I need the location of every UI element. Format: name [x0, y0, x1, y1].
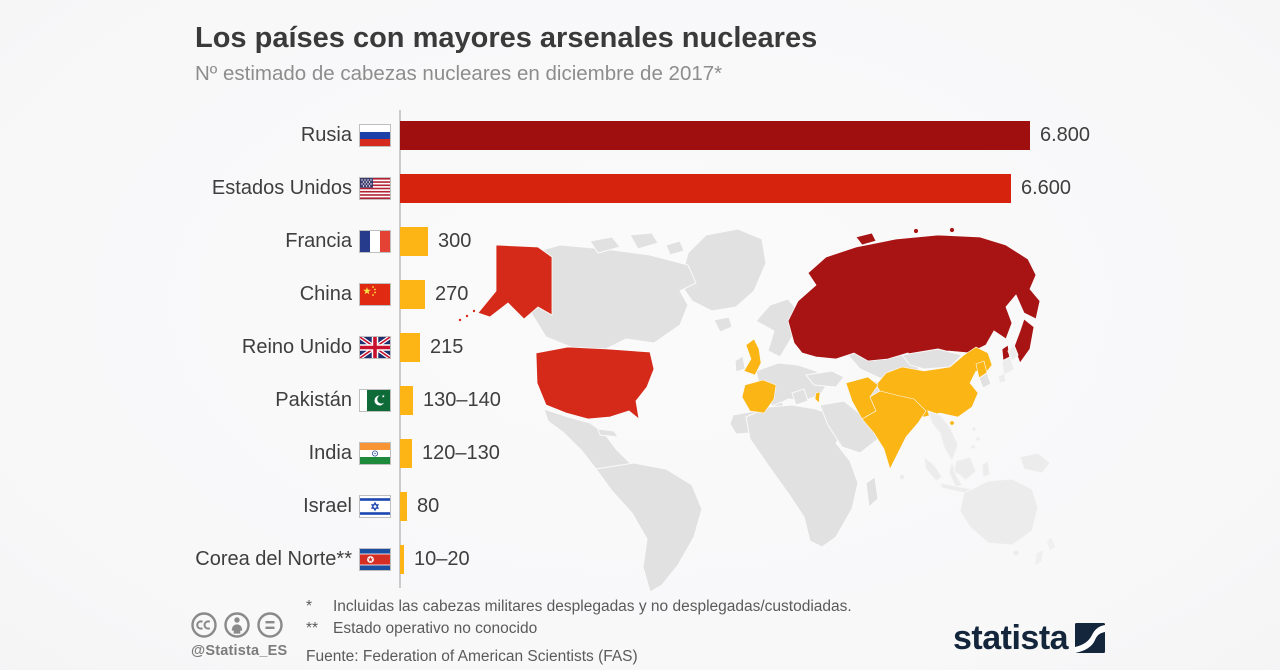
map-russia — [787, 227, 1041, 372]
value-label: 120–130 — [422, 442, 500, 464]
creative-commons-icons — [191, 612, 283, 638]
chart-row: India 120–130 — [0, 427, 1280, 480]
value-bar — [400, 333, 420, 362]
statista-logo: statista — [953, 619, 1106, 657]
flag-russia-icon — [360, 125, 390, 146]
value-label: 10–20 — [414, 548, 470, 570]
value-label: 130–140 — [423, 389, 501, 411]
flag-north-korea-icon — [360, 549, 390, 570]
country-label: Francia — [285, 230, 352, 252]
value-bar — [400, 386, 413, 415]
footnote-marker: * — [306, 598, 313, 615]
value-label: 6.800 — [1040, 124, 1091, 146]
bar-track: 300 — [400, 227, 1280, 256]
country-label: Israel — [303, 495, 352, 517]
bar-track: 6.800 — [400, 121, 1280, 150]
footnotes: * Incluidas las cabezas militares desple… — [306, 596, 852, 667]
chart-row: Corea del Norte** 10–20 — [0, 533, 1280, 586]
country-label: Corea del Norte** — [195, 548, 352, 570]
country-label: Estados Unidos — [211, 177, 352, 199]
value-bar — [400, 121, 1030, 150]
equal-icon — [257, 612, 283, 638]
world-map — [440, 225, 1085, 605]
value-label: 300 — [438, 230, 472, 252]
country-label: Rusia — [300, 124, 352, 146]
chart-axis-line — [399, 110, 401, 588]
bar-track: 80 — [400, 492, 1280, 521]
statista-logo-icon — [1075, 623, 1106, 653]
country-label: Pakistán — [275, 389, 352, 411]
cc-icon — [191, 612, 217, 638]
flag-uk-icon — [360, 337, 390, 358]
footnote-marker: ** — [306, 619, 319, 637]
bar-track: 215 — [400, 333, 1280, 362]
footnote-text: Incluidas las cabezas militares desplega… — [333, 598, 852, 615]
value-bar — [400, 174, 1011, 203]
value-label: 6.600 — [1021, 177, 1072, 199]
license-block: @Statista_ES — [191, 611, 287, 659]
chart-row: China 270 — [0, 268, 1280, 321]
statista-wordmark: statista — [953, 619, 1069, 657]
page-title: Los países con mayores arsenales nuclear… — [195, 22, 818, 54]
chart-row: Israel 80 — [0, 480, 1280, 533]
flag-france-icon — [360, 231, 390, 252]
value-label: 80 — [417, 495, 440, 517]
attribution-icon — [224, 612, 250, 638]
footnote-line: ** Estado operativo no conocido — [306, 618, 852, 640]
flag-china-icon — [360, 284, 390, 305]
chart-row: Rusia 6.800 — [0, 109, 1280, 162]
map-uk — [743, 338, 762, 376]
chart-row: Reino Unido 215 — [0, 321, 1280, 374]
country-label: China — [299, 283, 352, 305]
chart-row: Pakistán 130–140 — [0, 374, 1280, 427]
map-india — [861, 390, 927, 470]
chart-row: Estados Unidos 6.600 — [0, 162, 1280, 215]
map-israel — [814, 391, 821, 404]
value-label: 270 — [435, 283, 469, 305]
country-label: India — [308, 442, 352, 464]
value-bar — [400, 439, 412, 468]
flag-israel-icon — [360, 496, 390, 517]
world-map-svg — [457, 227, 1057, 593]
footnote-line: * Incluidas las cabezas militares desple… — [306, 596, 852, 618]
header: Los países con mayores arsenales nuclear… — [195, 22, 817, 86]
bar-track: 10–20 — [400, 545, 1280, 574]
bar-chart: Rusia 6.800 Estados Unidos 6.600 Francia… — [0, 109, 1280, 586]
country-label: Reino Unido — [241, 336, 352, 358]
bar-track: 120–130 — [400, 439, 1280, 468]
bar-track: 270 — [400, 280, 1280, 309]
map-france — [741, 379, 777, 414]
value-bar — [400, 545, 404, 574]
flag-pakistan-icon — [360, 390, 390, 411]
value-label: 215 — [430, 336, 464, 358]
map-usa — [457, 244, 655, 420]
bar-track: 130–140 — [400, 386, 1280, 415]
value-bar — [400, 492, 407, 521]
value-bar — [400, 280, 425, 309]
footnote-text: Estado operativo no conocido — [333, 619, 538, 637]
source-line: Fuente: Federation of American Scientist… — [306, 648, 638, 665]
page-subtitle: Nº estimado de cabezas nucleares en dici… — [195, 62, 723, 85]
flag-india-icon — [360, 443, 390, 464]
value-bar — [400, 227, 428, 256]
social-handle: @Statista_ES — [191, 643, 288, 659]
chart-row: Francia 300 — [0, 215, 1280, 268]
bar-track: 6.600 — [400, 174, 1280, 203]
flag-usa-icon — [360, 178, 390, 199]
world-map-land — [457, 227, 1057, 593]
